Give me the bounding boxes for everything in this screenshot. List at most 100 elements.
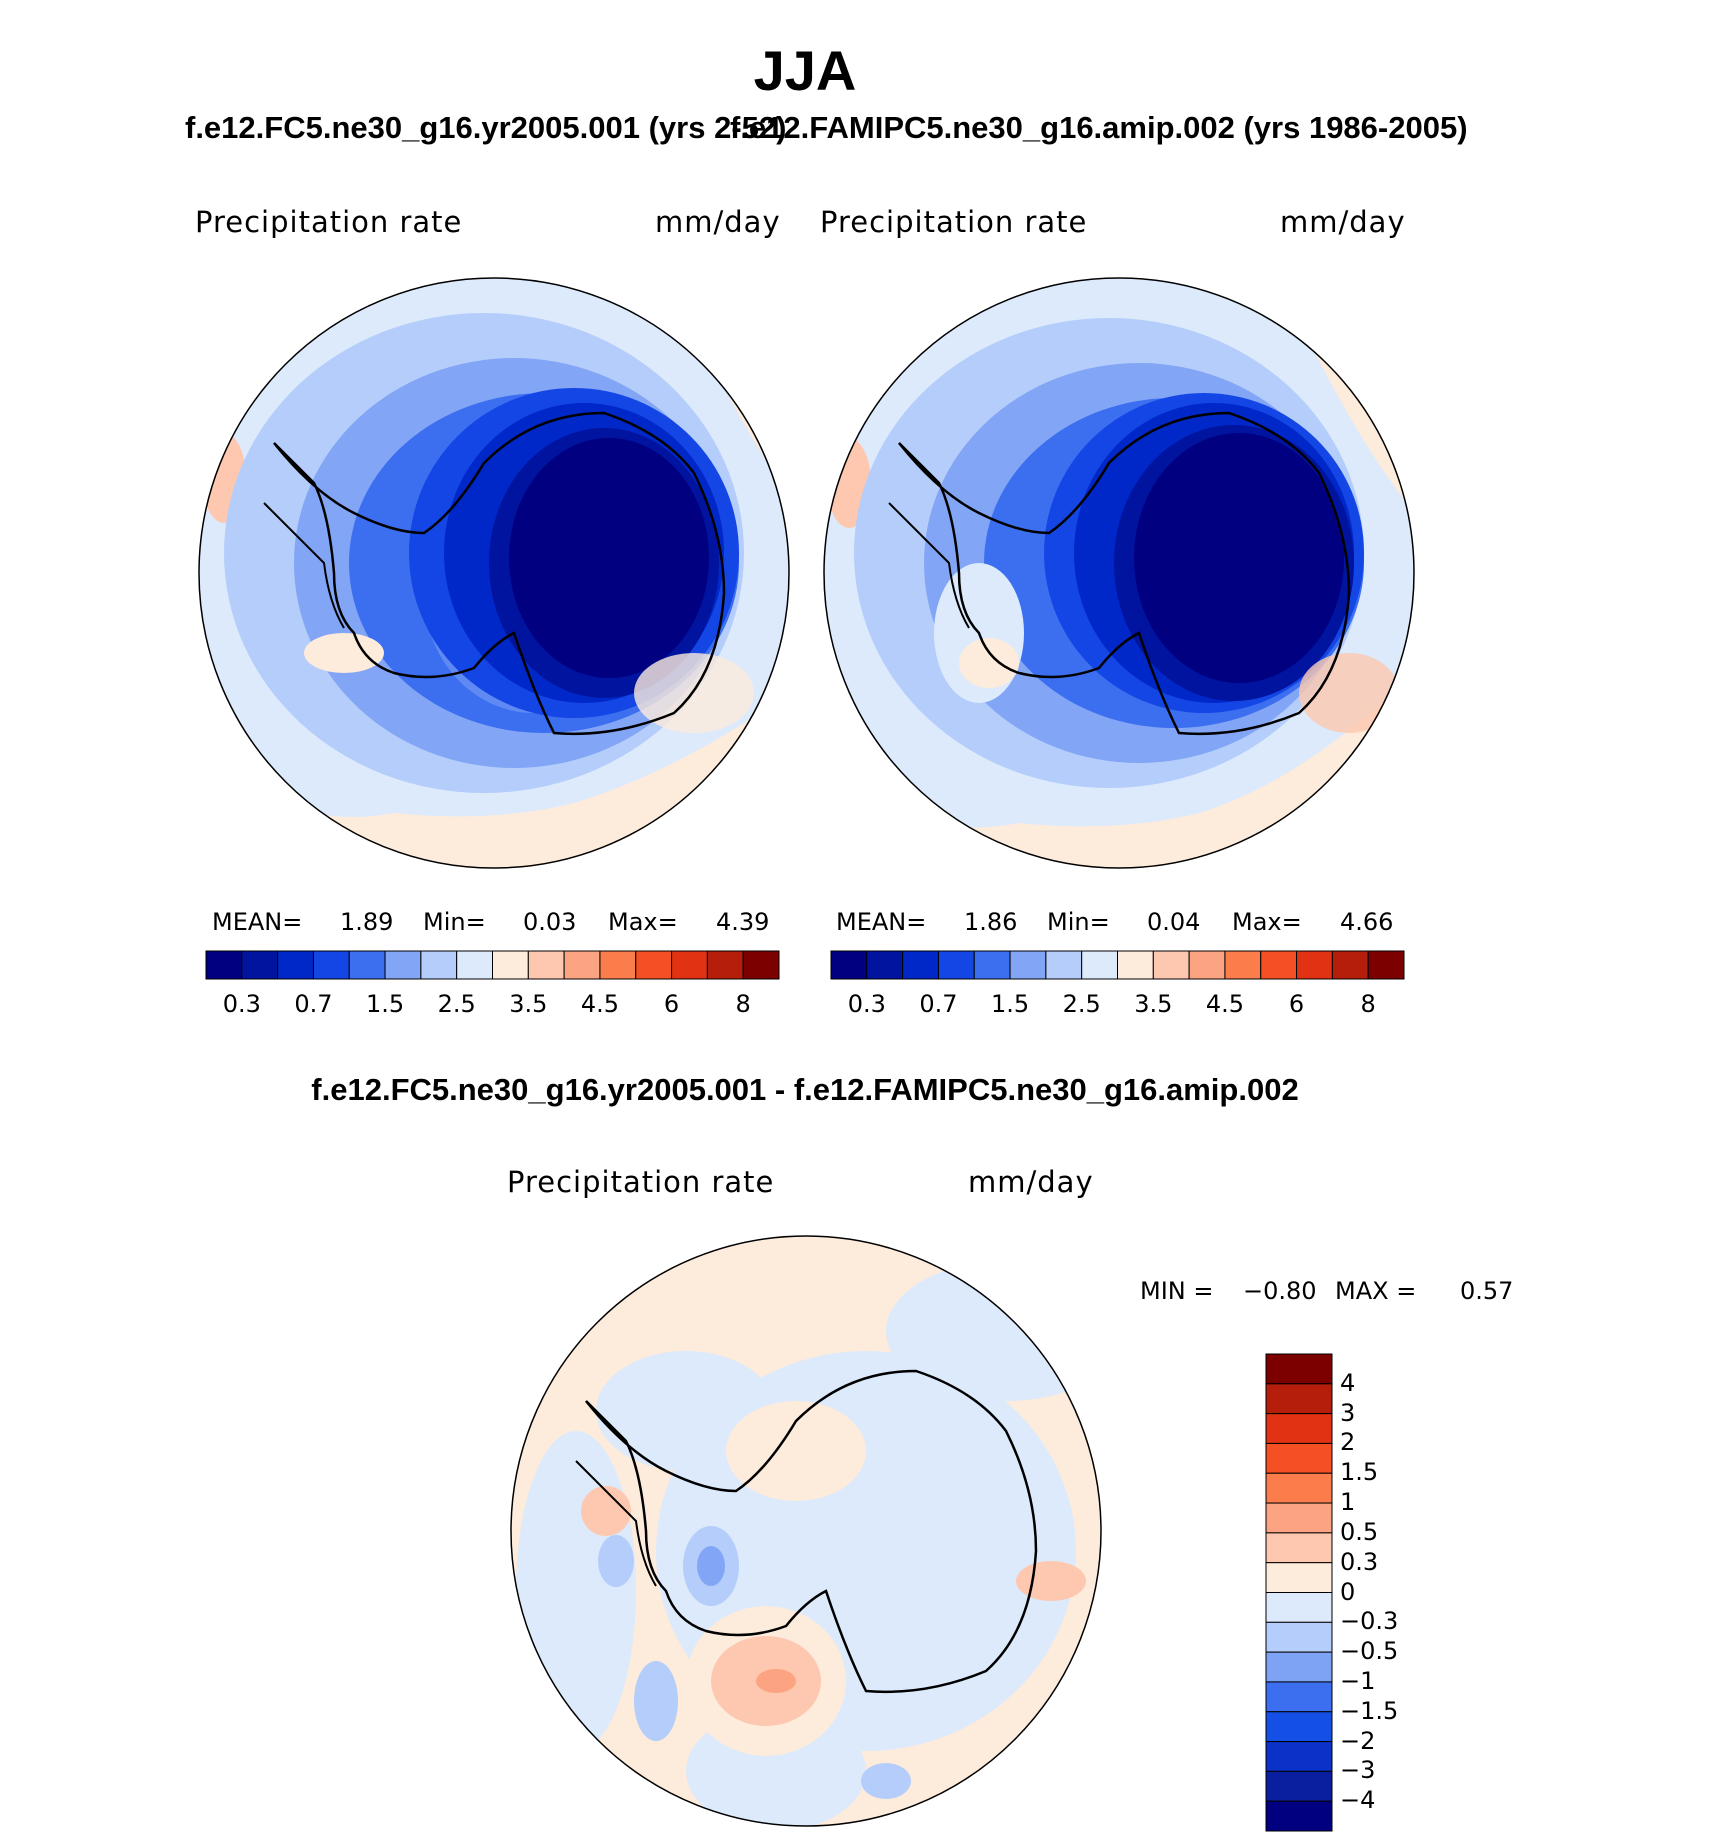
- test-colorbar-swatch: [671, 950, 708, 980]
- control-colorbar-tick-label: 4.5: [1205, 990, 1245, 1018]
- difference-colorbar-swatch: [1265, 1353, 1333, 1385]
- difference-colorbar-label: 3: [1340, 1398, 1356, 1427]
- test-colorbar-swatch: [706, 950, 744, 980]
- difference-colorbar-swatch: [1265, 1711, 1333, 1743]
- test-colorbar-tick-label: 3.5: [509, 990, 548, 1018]
- difference-colorbar-swatch: [1265, 1621, 1333, 1653]
- difference-colorbar-swatch: [1265, 1383, 1333, 1415]
- difference-colorbar-swatch: [1265, 1681, 1333, 1713]
- difference-max-value: 0.57: [1460, 1277, 1514, 1305]
- control-min-value: 0.04: [1147, 908, 1201, 936]
- test-min-value: 0.03: [523, 908, 577, 936]
- control-colorbar-swatch: [1224, 950, 1262, 980]
- control-mean-label: MEAN=: [836, 908, 927, 936]
- test-colorbar-swatch: [742, 950, 780, 980]
- difference-colorbar-label: 4: [1340, 1368, 1356, 1397]
- difference-colorbar-swatch: [1265, 1562, 1333, 1593]
- control-max-value: 4.66: [1340, 908, 1394, 936]
- difference-min-value: −0.80: [1243, 1277, 1317, 1305]
- test-mean-label: MEAN=: [212, 908, 303, 936]
- difference-colorbar-label: 0.3: [1340, 1547, 1379, 1576]
- test-colorbar-swatch: [348, 950, 386, 980]
- test-colorbar-tick-label: 0.7: [294, 990, 333, 1018]
- control-mean-value: 1.86: [964, 908, 1018, 936]
- difference-max-label: MAX =: [1335, 1277, 1417, 1305]
- difference-title: f.e12.FC5.ne30_g16.yr2005.001 - f.e12.FA…: [311, 1072, 1299, 1107]
- test-colorbar-swatch: [456, 950, 493, 980]
- difference-colorbar-swatch: [1265, 1472, 1333, 1504]
- difference-units-label: mm/day: [968, 1165, 1094, 1199]
- difference-colorbar-swatch: [1265, 1592, 1333, 1623]
- control-variable-label: Precipitation rate: [820, 205, 1088, 239]
- difference-colorbar-label: 0: [1340, 1577, 1356, 1606]
- difference-colorbar-label: −4: [1340, 1786, 1376, 1815]
- test-mean-value: 1.89: [340, 908, 394, 936]
- test-colorbar-tick-label: 2.5: [437, 990, 476, 1018]
- control-colorbar-swatch: [1045, 950, 1083, 980]
- test-colorbar-swatch: [527, 950, 565, 980]
- test-units-label: mm/day: [655, 205, 781, 239]
- test-colorbar-swatch: [312, 950, 350, 980]
- difference-colorbar-label: −1: [1340, 1666, 1376, 1695]
- test-colorbar-swatch: [563, 950, 601, 980]
- test-colorbar-swatch: [420, 950, 458, 980]
- control-colorbar-tick-label: 8: [1360, 990, 1376, 1018]
- control-colorbar-tick-label: 2.5: [1062, 990, 1101, 1018]
- difference-colorbar-label: −0.3: [1340, 1607, 1399, 1636]
- difference-colorbar-swatch: [1265, 1413, 1333, 1444]
- test-polar-map: [198, 277, 790, 869]
- difference-min-label: MIN =: [1140, 1277, 1214, 1305]
- test-colorbar-tick-label: 8: [735, 990, 751, 1018]
- control-case-title: f.e12.FAMIPC5.ne30_g16.amip.002 (yrs 198…: [730, 110, 1468, 145]
- test-colorbar: [205, 950, 780, 980]
- control-colorbar-tick-label: 3.5: [1134, 990, 1173, 1018]
- difference-variable-label: Precipitation rate: [507, 1165, 775, 1199]
- test-colorbar-tick-label: 0.3: [222, 990, 261, 1018]
- control-colorbar: [830, 950, 1405, 980]
- control-colorbar-swatch: [1331, 950, 1369, 980]
- difference-colorbar-label: −1.5: [1340, 1696, 1399, 1725]
- difference-colorbar-swatch: [1265, 1800, 1333, 1832]
- control-colorbar-tick-label: 1.5: [990, 990, 1030, 1018]
- test-variable-label: Precipitation rate: [195, 205, 463, 239]
- control-colorbar-swatch: [830, 950, 868, 980]
- control-colorbar-tick-label: 0.7: [919, 990, 958, 1018]
- test-colorbar-swatch: [599, 950, 637, 980]
- control-colorbar-swatch: [866, 950, 904, 980]
- control-colorbar-swatch: [1152, 950, 1190, 980]
- difference-colorbar-swatch: [1265, 1651, 1333, 1683]
- control-colorbar-swatch: [1296, 950, 1333, 980]
- figure-title: JJA: [753, 39, 857, 102]
- test-colorbar-tick-label: 4.5: [580, 990, 620, 1018]
- difference-colorbar-label: −0.5: [1340, 1637, 1399, 1666]
- difference-colorbar-label: 1: [1340, 1488, 1356, 1517]
- difference-polar-map: [510, 1235, 1102, 1827]
- test-min-label: Min=: [423, 908, 486, 936]
- control-colorbar-tick-label: 0.3: [847, 990, 886, 1018]
- control-colorbar-swatch: [902, 950, 939, 980]
- control-colorbar-swatch: [1081, 950, 1118, 980]
- difference-colorbar-swatch: [1265, 1770, 1333, 1802]
- test-max-label: Max=: [608, 908, 678, 936]
- control-colorbar-swatch: [973, 950, 1011, 980]
- control-polar-map: [823, 277, 1415, 869]
- control-min-label: Min=: [1047, 908, 1110, 936]
- difference-colorbar-label: 1.5: [1340, 1458, 1379, 1487]
- control-max-label: Max=: [1232, 908, 1302, 936]
- test-colorbar-tick-label: 6: [663, 990, 680, 1018]
- test-max-value: 4.39: [716, 908, 770, 936]
- control-colorbar-tick-label: 6: [1288, 990, 1305, 1018]
- control-colorbar-swatch: [1009, 950, 1047, 980]
- control-colorbar-swatch: [937, 950, 975, 980]
- difference-colorbar-swatch: [1265, 1502, 1333, 1534]
- difference-colorbar-swatch: [1265, 1532, 1333, 1564]
- control-colorbar-swatch: [1367, 950, 1405, 980]
- control-units-label: mm/day: [1280, 205, 1406, 239]
- difference-colorbar-label: −2: [1340, 1726, 1376, 1755]
- difference-colorbar-label: 2: [1340, 1428, 1356, 1457]
- difference-colorbar-label: −3: [1340, 1756, 1376, 1785]
- difference-colorbar-swatch: [1265, 1741, 1333, 1772]
- difference-colorbar-label: 0.5: [1340, 1517, 1379, 1546]
- control-colorbar-swatch: [1117, 950, 1154, 980]
- difference-colorbar-swatch: [1265, 1442, 1333, 1474]
